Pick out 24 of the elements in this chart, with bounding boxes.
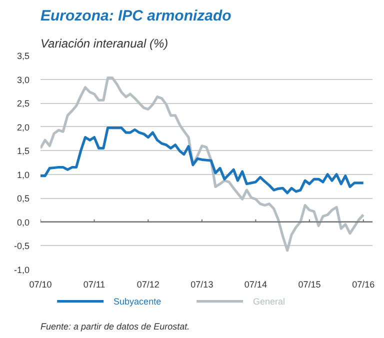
- chart-subtitle: Variación interanual (%): [40, 36, 168, 50]
- line-series: [40, 126, 365, 194]
- text: Subyacente: [114, 296, 162, 306]
- y-tick-label: 0,5: [16, 194, 30, 204]
- x-tick-label: 07/13: [190, 280, 214, 290]
- y-tick-label: 0,0: [16, 217, 30, 228]
- y-tick-label: 2,0: [16, 122, 30, 132]
- y-tick-label: 3,0: [16, 74, 30, 85]
- x-tick-label: 07/16: [352, 280, 375, 290]
- y-tick-label: 1,5: [16, 146, 30, 156]
- x-tick-label: 07/10: [29, 280, 52, 290]
- x-tick-label: 07/14: [244, 280, 267, 290]
- line-series: [40, 76, 365, 252]
- y-tick-label: 1,0: [16, 170, 30, 180]
- source-note: Fuente: a partir de datos de Eurostat.: [40, 322, 190, 332]
- text: General: [252, 296, 286, 306]
- y-tick-label: -1,0: [14, 265, 30, 275]
- y-tick-label: 2,5: [16, 98, 30, 109]
- x-tick-label: 07/11: [83, 280, 106, 290]
- chart-title: Eurozona: IPC armonizado: [40, 8, 232, 24]
- x-tick-label: 07/12: [136, 280, 160, 290]
- x-tick-label: 07/15: [298, 280, 321, 290]
- y-tick-label: 3,5: [16, 51, 30, 61]
- y-tick-label: -0,5: [14, 241, 30, 252]
